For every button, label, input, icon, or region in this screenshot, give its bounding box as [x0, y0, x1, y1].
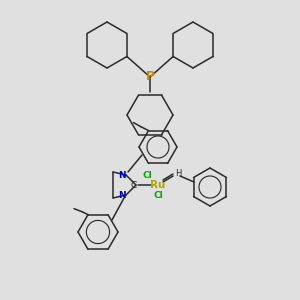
Text: P: P [146, 70, 154, 83]
Text: N: N [118, 190, 126, 200]
Text: Ru: Ru [150, 180, 166, 190]
Text: N: N [118, 170, 126, 179]
Text: C: C [131, 181, 137, 190]
Text: Cl: Cl [142, 172, 152, 181]
Text: H: H [175, 169, 181, 178]
Text: Cl: Cl [153, 190, 163, 200]
